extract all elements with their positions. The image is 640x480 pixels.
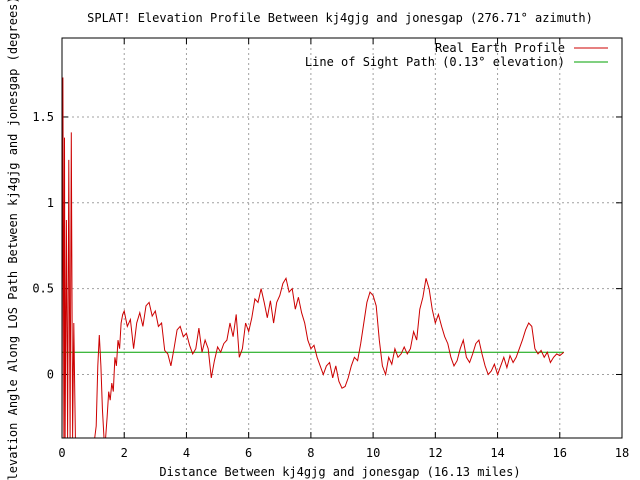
y-tick-label: 0.5: [32, 282, 54, 296]
chart-title: SPLAT! Elevation Profile Between kj4gjg …: [87, 11, 593, 25]
legend: Real Earth Profile Line of Sight Path (0…: [305, 41, 608, 69]
x-axis-label: Distance Between kj4gjg and jonesgap (16…: [159, 465, 520, 479]
x-tick-label: 16: [553, 446, 567, 460]
x-tick-label: 8: [307, 446, 314, 460]
legend-label-real-earth-profile: Real Earth Profile: [435, 41, 565, 55]
y-tick-label: 0: [47, 367, 54, 381]
x-tick-label: 0: [58, 446, 65, 460]
axis-ticks: 0 2 4 6 8 10 12 14 16 18 0 0.5 1 1.5: [32, 38, 629, 460]
series-layer: [61, 77, 565, 439]
x-tick-label: 6: [245, 446, 252, 460]
x-tick-label: 14: [490, 446, 504, 460]
y-axis-label: Elevation Angle Along LOS Path Between k…: [6, 0, 20, 480]
y-tick-label: 1.5: [32, 110, 54, 124]
x-tick-label: 18: [615, 446, 629, 460]
y-tick-label: 1: [47, 196, 54, 210]
x-tick-label: 10: [366, 446, 380, 460]
real-earth-profile-line: [61, 77, 565, 439]
x-tick-label: 2: [121, 446, 128, 460]
legend-label-line-of-sight: Line of Sight Path (0.13° elevation): [305, 55, 565, 69]
plot-frame: [61, 37, 623, 439]
x-tick-label: 4: [183, 446, 190, 460]
x-tick-label: 12: [428, 446, 442, 460]
grid: [62, 38, 622, 438]
